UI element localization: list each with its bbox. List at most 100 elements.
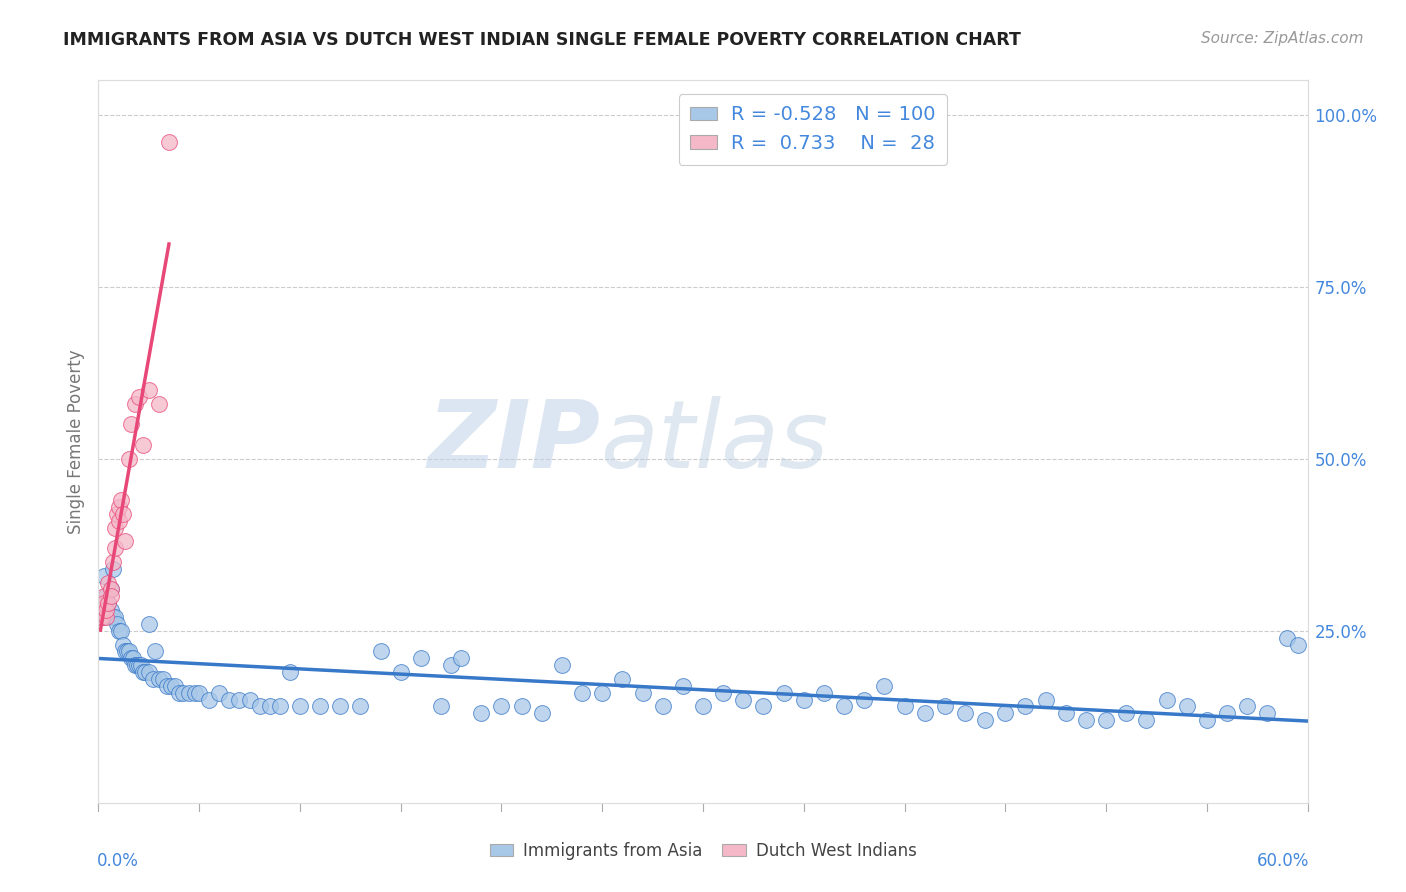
Point xyxy=(1175,699,1198,714)
Point xyxy=(1256,706,1278,721)
Point xyxy=(118,451,141,466)
Point xyxy=(510,699,533,714)
Point xyxy=(93,596,115,610)
Point xyxy=(530,706,553,721)
Point xyxy=(974,713,997,727)
Point xyxy=(132,438,155,452)
Point xyxy=(152,672,174,686)
Point xyxy=(97,596,120,610)
Point xyxy=(91,603,114,617)
Point xyxy=(101,610,124,624)
Point xyxy=(853,692,876,706)
Point xyxy=(120,417,142,432)
Point xyxy=(89,610,111,624)
Point xyxy=(111,638,134,652)
Point xyxy=(103,541,125,556)
Point xyxy=(1115,706,1137,721)
Point xyxy=(188,686,211,700)
Point xyxy=(1286,638,1309,652)
Point xyxy=(218,692,240,706)
Text: Source: ZipAtlas.com: Source: ZipAtlas.com xyxy=(1201,31,1364,46)
Point xyxy=(105,616,128,631)
Point xyxy=(278,665,301,679)
Point xyxy=(288,699,311,714)
Point xyxy=(101,555,124,569)
Point xyxy=(1054,706,1077,721)
Point xyxy=(832,699,855,714)
Point xyxy=(1035,692,1057,706)
Point xyxy=(163,679,186,693)
Point xyxy=(184,686,207,700)
Point xyxy=(1195,713,1218,727)
Point xyxy=(124,658,146,673)
Point xyxy=(101,562,124,576)
Point xyxy=(111,507,134,521)
Point xyxy=(1014,699,1036,714)
Point xyxy=(100,603,122,617)
Text: atlas: atlas xyxy=(600,396,828,487)
Point xyxy=(733,692,755,706)
Legend: Immigrants from Asia, Dutch West Indians: Immigrants from Asia, Dutch West Indians xyxy=(482,836,924,867)
Point xyxy=(138,665,160,679)
Point xyxy=(120,651,142,665)
Point xyxy=(269,699,291,714)
Point xyxy=(157,135,180,149)
Point xyxy=(107,624,129,638)
Point xyxy=(128,390,150,404)
Point xyxy=(96,610,118,624)
Point xyxy=(752,699,775,714)
Point xyxy=(329,699,352,714)
Point xyxy=(114,644,136,658)
Point xyxy=(208,686,231,700)
Point xyxy=(110,493,132,508)
Point xyxy=(132,665,155,679)
Point xyxy=(349,699,371,714)
Point xyxy=(370,644,392,658)
Point xyxy=(148,672,170,686)
Point xyxy=(228,692,250,706)
Point xyxy=(772,686,794,700)
Point xyxy=(97,596,120,610)
Text: IMMIGRANTS FROM ASIA VS DUTCH WEST INDIAN SINGLE FEMALE POVERTY CORRELATION CHAR: IMMIGRANTS FROM ASIA VS DUTCH WEST INDIA… xyxy=(63,31,1021,49)
Point xyxy=(103,520,125,534)
Text: 60.0%: 60.0% xyxy=(1257,852,1309,870)
Text: ZIP: ZIP xyxy=(427,395,600,488)
Point xyxy=(124,397,146,411)
Point xyxy=(450,651,472,665)
Point xyxy=(121,651,143,665)
Point xyxy=(125,658,148,673)
Point xyxy=(1074,713,1097,727)
Point xyxy=(1236,699,1258,714)
Point xyxy=(672,679,695,693)
Point xyxy=(1095,713,1118,727)
Point xyxy=(118,644,141,658)
Point xyxy=(793,692,815,706)
Point xyxy=(1277,631,1299,645)
Point xyxy=(1135,713,1157,727)
Point xyxy=(1216,706,1239,721)
Point xyxy=(110,624,132,638)
Point xyxy=(128,658,150,673)
Point xyxy=(612,672,634,686)
Point xyxy=(430,699,453,714)
Point xyxy=(107,514,129,528)
Point xyxy=(160,679,183,693)
Point xyxy=(591,686,613,700)
Point xyxy=(873,679,896,693)
Point xyxy=(134,665,156,679)
Point xyxy=(167,686,190,700)
Point xyxy=(470,706,492,721)
Point xyxy=(198,692,221,706)
Point xyxy=(103,610,125,624)
Point xyxy=(148,397,170,411)
Point xyxy=(711,686,734,700)
Point xyxy=(491,699,513,714)
Point xyxy=(651,699,673,714)
Point xyxy=(409,651,432,665)
Point xyxy=(100,590,122,604)
Point xyxy=(107,500,129,514)
Point xyxy=(239,692,262,706)
Point xyxy=(96,590,118,604)
Point xyxy=(440,658,463,673)
Point xyxy=(97,575,120,590)
